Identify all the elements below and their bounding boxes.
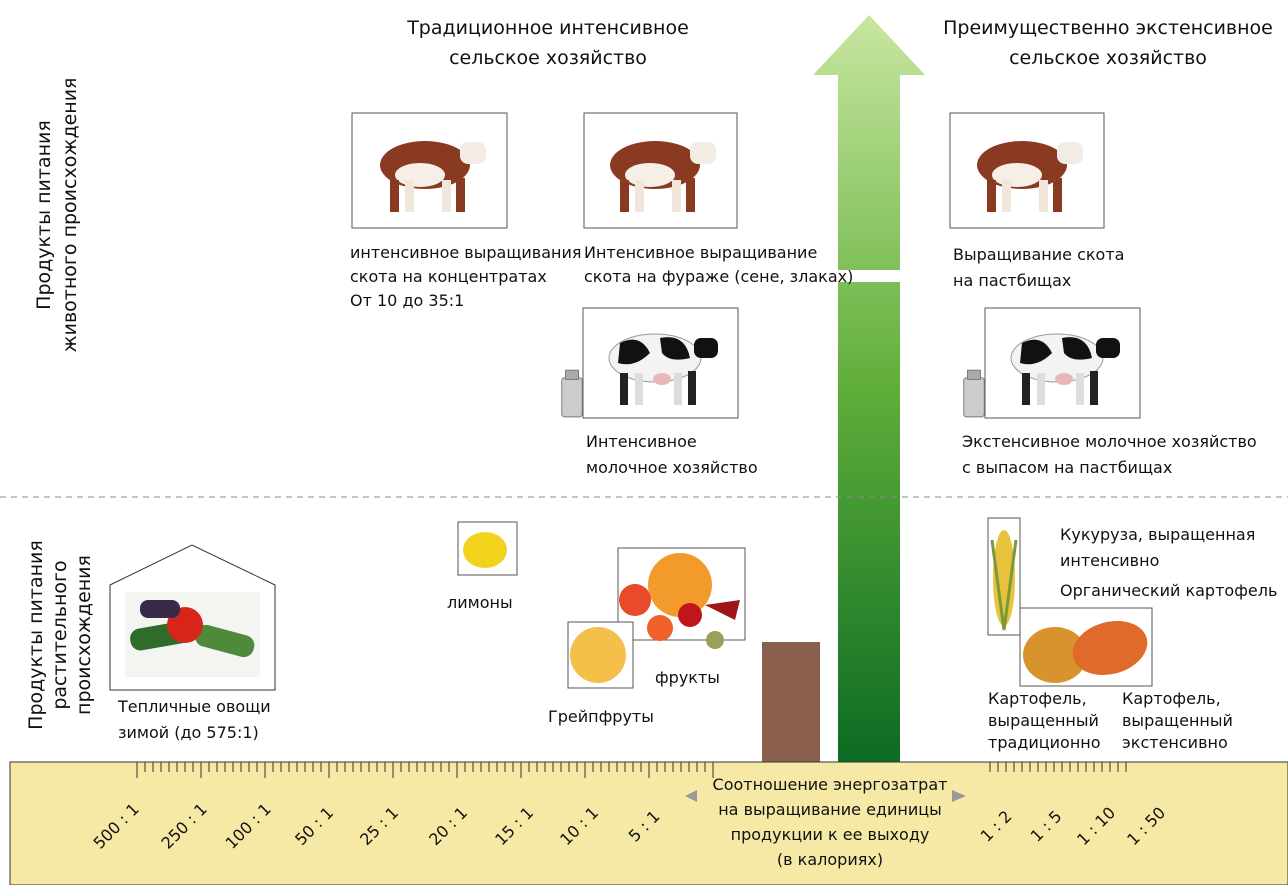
item-label: скота на фураже (сене, злаках) [584, 267, 853, 286]
item-label: молочное хозяйство [586, 458, 758, 477]
item-label: экстенсивно [1122, 733, 1228, 752]
brown-bar [762, 642, 820, 762]
item-label: интенсивно [1060, 551, 1159, 570]
item-label: с выпасом на пастбищах [962, 458, 1172, 477]
item-label: Интенсивное выращивание [584, 243, 817, 262]
scale-caption: продукции к ее выходу [731, 825, 930, 844]
header-right: сельское хозяйство [1009, 47, 1207, 69]
item-label: Интенсивное [586, 432, 697, 451]
header-right: Преимущественно экстенсивное [943, 17, 1273, 39]
item-label: Выращивание скота [953, 245, 1124, 264]
side-label: Продукты питания [25, 540, 47, 730]
item-label: интенсивное выращивания [350, 243, 582, 262]
item-label: От 10 до 35:1 [350, 291, 464, 310]
diagram: Традиционное интенсивное сельское хозяйс… [0, 0, 1288, 885]
item-label: на пастбищах [953, 271, 1071, 290]
header-left: сельское хозяйство [449, 47, 647, 69]
item-label: Кукуруза, выращенная [1060, 525, 1255, 544]
scale-caption: (в калориях) [777, 850, 883, 869]
item-label: Органический картофель [1060, 581, 1277, 600]
item-label: Тепличные овощи [117, 697, 271, 716]
item-label: Экстенсивное молочное хозяйство [962, 432, 1257, 451]
side-label: растительного [49, 560, 71, 709]
side-label: происхождения [73, 555, 95, 715]
item-label: зимой (до 575:1) [118, 723, 259, 742]
green-arrow [813, 15, 925, 762]
item-label: лимоны [447, 593, 513, 612]
header-left: Традиционное интенсивное [406, 17, 689, 39]
item-label: фрукты [655, 668, 720, 687]
item-label: скота на концентратах [350, 267, 547, 286]
item-label: Грейпфруты [548, 707, 654, 726]
item-label: Картофель, [1122, 689, 1221, 708]
side-label: Продукты питания [33, 120, 55, 310]
item-label: традиционно [988, 733, 1101, 752]
item-label: Картофель, [988, 689, 1087, 708]
scale-caption: Соотношение энергозатрат [713, 775, 948, 794]
item-label: выращенный [988, 711, 1099, 730]
side-label: животного происхождения [59, 78, 81, 353]
item-label: выращенный [1122, 711, 1233, 730]
scale-caption: на выращивание единицы [718, 800, 942, 819]
